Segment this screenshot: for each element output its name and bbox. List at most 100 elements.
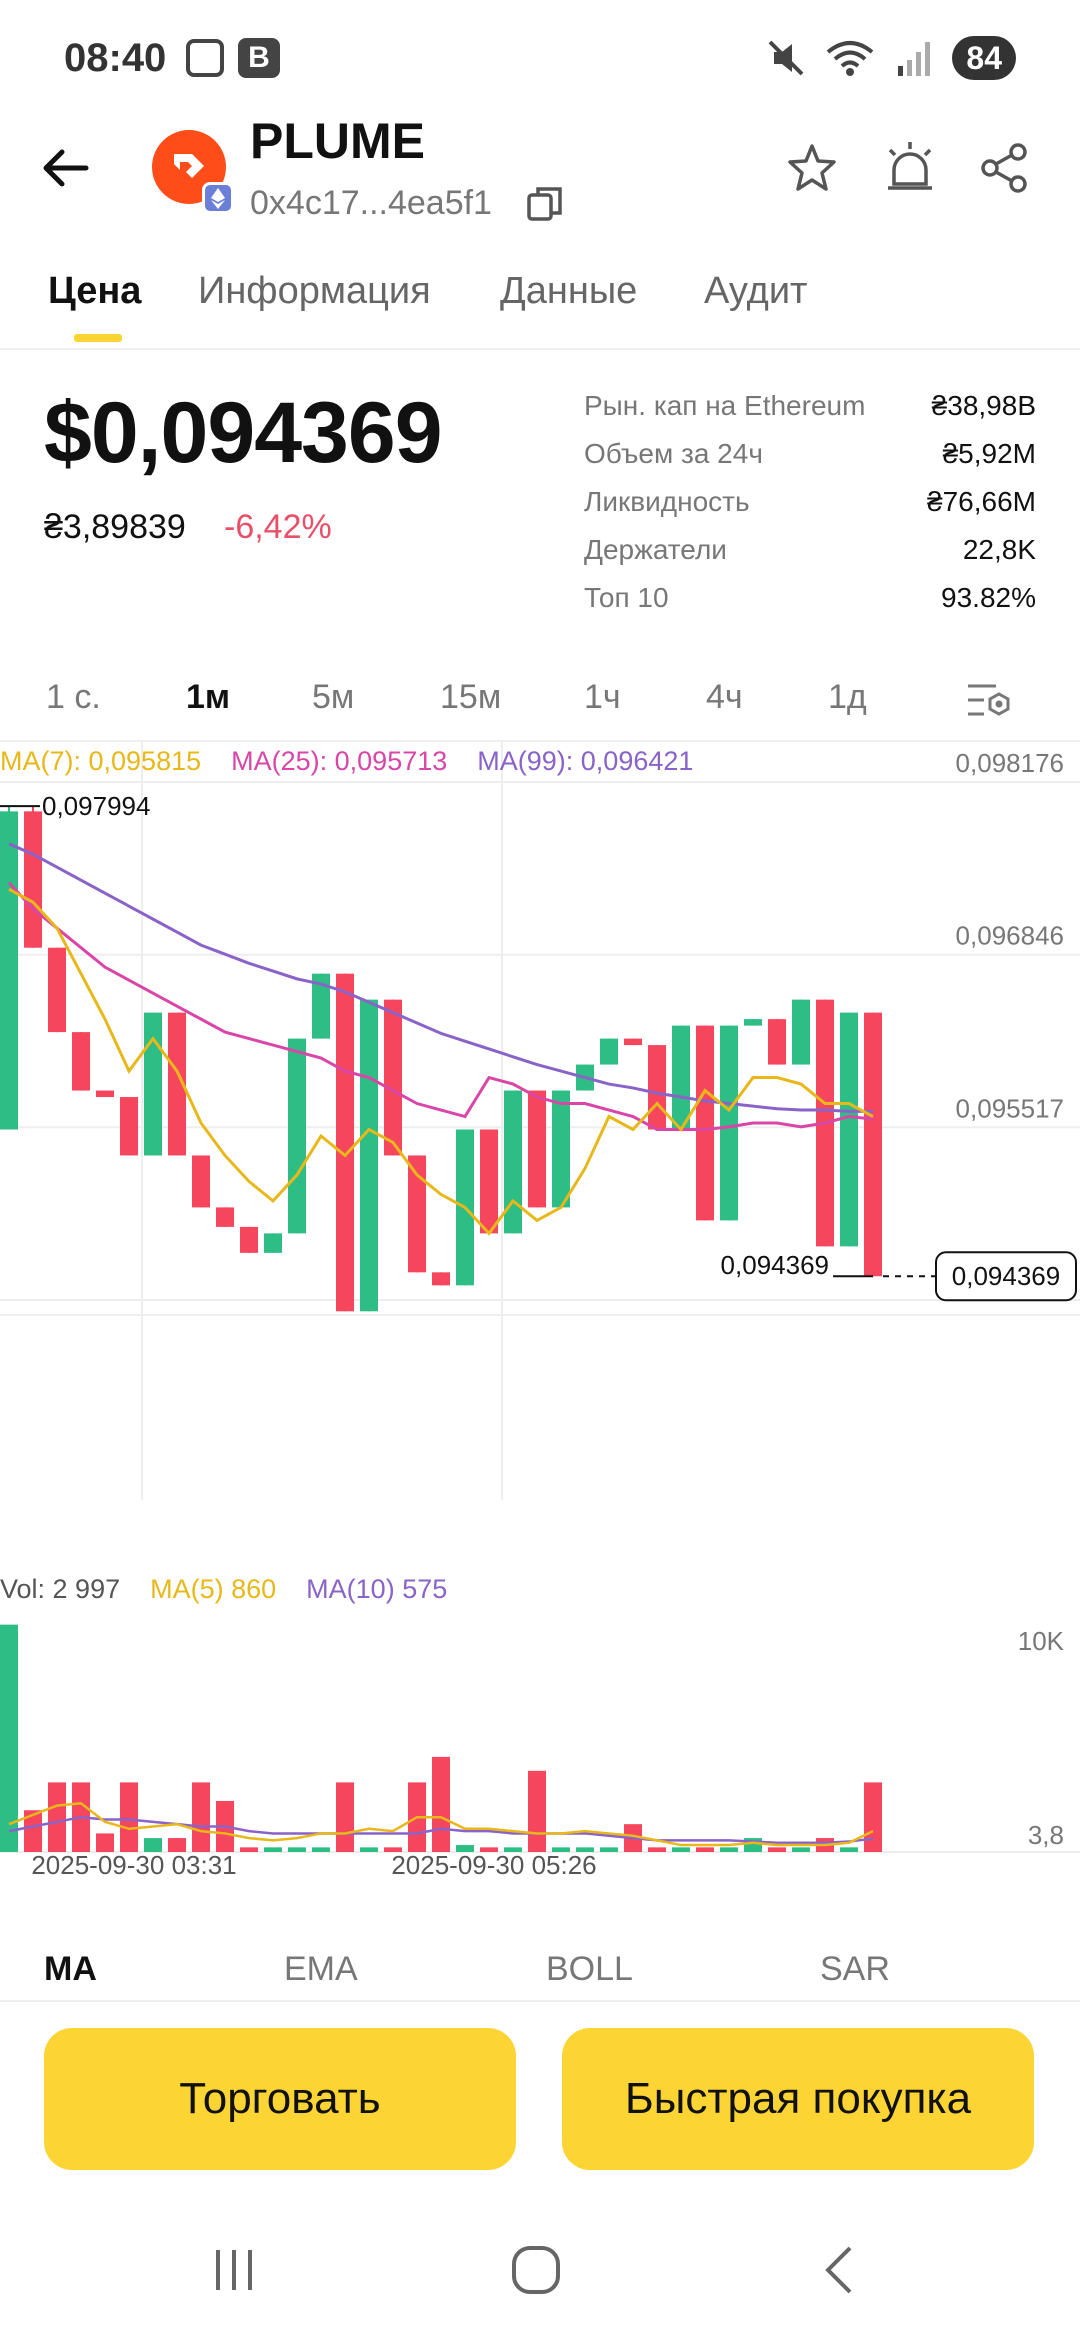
volume-bar (264, 1847, 282, 1852)
x-tick-label: 2025-09-30 05:26 (391, 1850, 596, 1880)
stat-value: 22,8K (962, 534, 1036, 565)
candle-body (720, 1025, 738, 1221)
stat-label: Ликвидность (584, 486, 750, 517)
stat-row-holders: Держатели 22,8K (584, 534, 1036, 582)
price-usd: $0,094369 (44, 385, 443, 481)
volume-bar (864, 1782, 882, 1852)
ethereum-badge-icon (202, 182, 234, 214)
interval-4h[interactable]: 4ч (706, 678, 743, 716)
main-tabs: Цена Информация Данные Аудит (0, 262, 1080, 350)
volume-legend: Vol: 2 997 MA(5) 860 MA(10) 575 (0, 1574, 447, 1605)
volume-bar (48, 1782, 66, 1852)
stat-value: 93.82% (941, 582, 1036, 613)
back-arrow-icon[interactable] (36, 138, 96, 198)
interval-1h[interactable]: 1ч (584, 678, 621, 716)
token-stats: Рын. кап на Ethereum ₴38,98B Объем за 24… (584, 390, 1036, 630)
candle-body (72, 1032, 90, 1091)
copy-icon[interactable] (526, 184, 564, 222)
current-price-label: 0,094369 (952, 1261, 1060, 1291)
star-icon[interactable] (784, 140, 840, 196)
price-uah: ₴3,89839 (44, 508, 186, 546)
tab-price[interactable]: Цена (48, 270, 142, 312)
indicator-ma[interactable]: MA (44, 1950, 97, 1988)
vol-ma5-line (8, 1801, 874, 1847)
tab-audit[interactable]: Аудит (704, 270, 808, 312)
interval-5m[interactable]: 5м (312, 678, 355, 716)
signal-icon (898, 42, 931, 76)
y-tick-label: 0,098176 (956, 748, 1064, 778)
vol-ma10-legend: MA(10) 575 (306, 1574, 448, 1604)
volume-bar (432, 1756, 450, 1852)
candle-body (552, 1090, 570, 1208)
stat-value: ₴76,66M (927, 486, 1036, 517)
token-address: 0x4c17...4ea5f1 (250, 184, 492, 222)
alarm-icon[interactable] (880, 140, 940, 196)
active-tab-indicator (74, 334, 122, 342)
volume-bar (168, 1838, 186, 1852)
candle-body (0, 811, 18, 1130)
stat-row-top10: Топ 10 93.82% (584, 582, 1036, 630)
mute-icon (768, 40, 804, 76)
interval-1m[interactable]: 1м (186, 678, 231, 716)
ma25-legend: MA(25): 0,095713 (231, 746, 448, 776)
volume-bar (696, 1847, 714, 1852)
recent-apps-icon[interactable] (204, 2240, 264, 2300)
candle-body (216, 1207, 234, 1227)
indicator-ema[interactable]: EMA (284, 1950, 358, 1988)
stat-value: ₴5,92M (942, 438, 1036, 469)
trade-button[interactable]: Торговать (44, 2028, 516, 2170)
candle-body (384, 999, 402, 1156)
volume-bar (840, 1847, 858, 1852)
indicator-sar[interactable]: SAR (820, 1950, 890, 1988)
quick-buy-button[interactable]: Быстрая покупка (562, 2028, 1034, 2170)
back-nav-icon[interactable] (810, 2240, 870, 2300)
interval-1d[interactable]: 1д (828, 678, 867, 716)
b-app-icon: B (238, 38, 280, 78)
volume-bar (0, 1624, 18, 1852)
candle-body (192, 1155, 210, 1208)
candle-body (480, 1129, 498, 1234)
tab-info[interactable]: Информация (198, 270, 431, 312)
volume-bar (96, 1833, 114, 1852)
ma25-line (7, 881, 874, 1131)
status-right-icons: 84 (766, 36, 1016, 80)
candle-body (624, 1038, 642, 1046)
stat-label: Рын. кап на Ethereum (584, 390, 866, 421)
indicator-boll[interactable]: BOLL (546, 1950, 633, 1988)
vol-y-tick-label: 3,8 (1028, 1820, 1064, 1850)
stat-label: Объем за 24ч (584, 438, 763, 469)
stat-row-market-cap: Рын. кап на Ethereum ₴38,98B (584, 390, 1036, 438)
wifi-icon (827, 41, 874, 76)
volume-bar (792, 1847, 810, 1852)
candle-body (360, 999, 378, 1312)
tab-data[interactable]: Данные (500, 270, 638, 312)
indicator-tabs: MA EMA BOLL SAR (0, 1944, 1080, 2002)
candle-body (312, 973, 330, 1039)
candle-body (744, 1019, 762, 1026)
chart-settings-icon[interactable] (966, 680, 1014, 722)
candle-body (672, 1025, 690, 1130)
interval-1s[interactable]: 1 с. (46, 678, 101, 716)
volume-bar (360, 1847, 378, 1852)
candle-body (600, 1038, 618, 1065)
home-icon[interactable] (506, 2240, 566, 2300)
price-chart[interactable]: 0,0981760,0968460,0955170,0941870,097994… (0, 740, 1080, 1900)
price-change: -6,42% (224, 508, 332, 546)
volume-bar (192, 1782, 210, 1852)
volume-bar (768, 1847, 786, 1852)
vol-ma10-line (8, 1815, 874, 1844)
share-icon[interactable] (976, 140, 1032, 196)
stat-label: Топ 10 (584, 582, 669, 613)
volume-bar (648, 1847, 666, 1852)
volume-bar (384, 1847, 402, 1852)
candle-body (432, 1272, 450, 1286)
candle-body (48, 947, 66, 1033)
interval-15m[interactable]: 15м (440, 678, 502, 716)
volume-bar (672, 1847, 690, 1852)
battery-level: 84 (952, 36, 1016, 80)
token-name: PLUME (250, 113, 425, 169)
volume-bar (120, 1782, 138, 1852)
ma7-line (8, 887, 874, 1236)
candle-body (840, 1012, 858, 1247)
candle-body (864, 1012, 882, 1277)
